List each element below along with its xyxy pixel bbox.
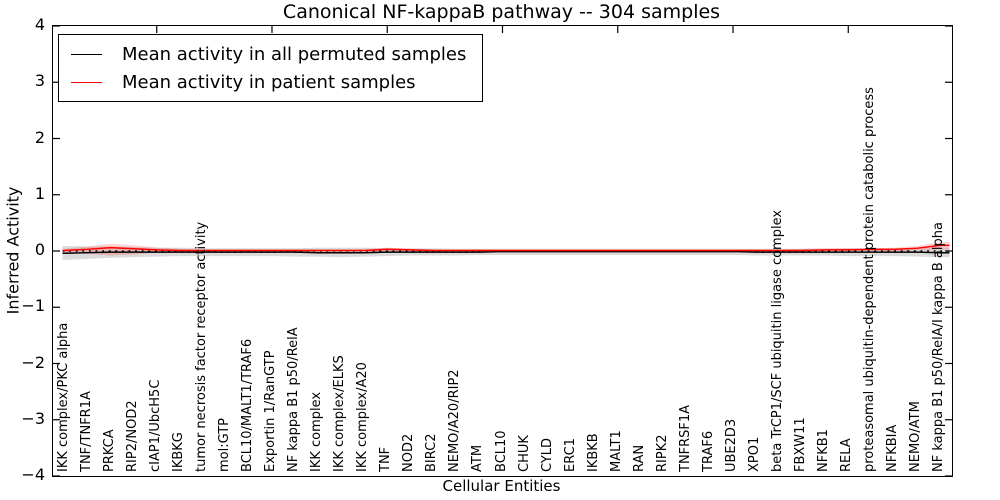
legend-label-patient: Mean activity in patient samples	[122, 71, 416, 93]
x-tick-label: FBXW11	[793, 417, 809, 472]
legend-item-permuted: Mean activity in all permuted samples	[71, 40, 466, 68]
x-tick-label: IKBKG	[170, 432, 186, 472]
x-tick-label: cIAP1/UbcH5C	[147, 379, 163, 472]
x-tick-label: MALT1	[608, 430, 624, 472]
legend: Mean activity in all permuted samples Me…	[58, 34, 484, 102]
y-tick-label: 4	[34, 15, 45, 34]
x-tick-label: PRKCA	[101, 429, 117, 472]
legend-line-sample-black-icon	[71, 53, 102, 55]
x-tick-label: mol:GTP	[216, 418, 232, 472]
x-tick-label: TNF/TNFR1A	[78, 391, 94, 472]
x-tick-label: CHUK	[516, 435, 532, 472]
chart-title: Canonical NF-kappaB pathway -- 304 sampl…	[282, 1, 721, 23]
permuted-mean-line	[62, 250, 950, 254]
x-tick-label: IKBKB	[585, 433, 601, 472]
x-tick-label: ERC1	[562, 438, 578, 472]
x-tick-label: CYLD	[539, 437, 555, 472]
x-tick-label: IKK complex/PKC alpha	[55, 322, 71, 472]
x-tick-label: NF kappa B1 p50/RelA/I kappa B alpha	[931, 222, 947, 472]
x-tick-label: Exportin 1/RanGTP	[262, 350, 278, 472]
permuted-samples-band	[62, 245, 950, 260]
x-tick-label: UBE2D3	[724, 418, 739, 472]
x-tick-label: NEMO/A20/RIP2	[447, 369, 463, 472]
x-tick-label: TRAF6	[700, 430, 716, 472]
x-tick-label: NEMO/ATM	[908, 401, 924, 472]
x-tick-label: NFKBIA	[885, 424, 901, 472]
x-tick-label: beta TrCP1/SCF ubiquitin ligase complex	[770, 209, 786, 472]
x-tick-label: RIPK2	[654, 434, 670, 472]
x-axis-label: Cellular Entities	[442, 477, 561, 495]
y-tick-label: −4	[21, 465, 45, 484]
x-tick-label: IKK complex/ELKS	[332, 355, 348, 472]
x-tick-label: proteasomal ubiquitin-dependent protein …	[862, 87, 878, 472]
x-tick-label: tumor necrosis factor receptor activity	[193, 221, 209, 472]
x-tick-label: BIRC2	[424, 433, 440, 473]
x-tick-label: NFKB1	[816, 429, 832, 472]
legend-item-patient: Mean activity in patient samples	[71, 68, 466, 96]
x-tick-label: RELA	[839, 438, 855, 472]
x-tick-label: RAN	[631, 444, 647, 472]
legend-label-permuted: Mean activity in all permuted samples	[122, 43, 467, 65]
x-tick-label: RIP2/NOD2	[124, 400, 140, 472]
x-tick-label: NOD2	[401, 433, 417, 472]
x-tick-label: XPO1	[747, 436, 763, 472]
patient-mean-line	[62, 244, 950, 252]
y-tick-label: 2	[34, 127, 45, 147]
x-tick-label: BCL10	[493, 430, 509, 472]
x-tick-label: IKK complex	[309, 391, 325, 472]
x-tick-label: TNF	[378, 446, 394, 472]
y-tick-label: −3	[21, 408, 45, 428]
y-tick-label: 1	[34, 183, 45, 203]
x-tick-label: TNFRSF1A	[677, 404, 693, 472]
x-tick-label: BCL10/MALT1/TRAF6	[239, 338, 255, 472]
x-tick-label: IKK complex/A20	[355, 362, 371, 472]
y-tick-label: 0	[34, 240, 45, 259]
y-tick-label: −2	[21, 352, 45, 372]
x-tick-label: ATM	[470, 444, 486, 472]
plot-area: Mean activity in all permuted samples Me…	[52, 25, 953, 477]
y-tick-label: −1	[21, 296, 45, 316]
y-tick-label: 3	[34, 71, 45, 91]
legend-line-sample-red-icon	[71, 81, 102, 83]
x-tick-label: NF kappa B1 p50/RelA	[286, 327, 302, 472]
